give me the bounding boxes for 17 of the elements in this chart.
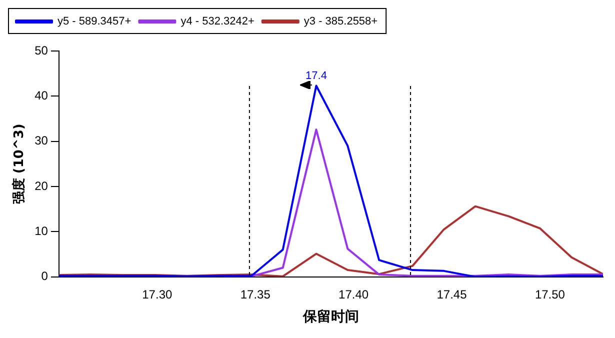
x-tick-label: 17.40 <box>338 287 369 302</box>
y-tick-label: 30 <box>34 134 48 148</box>
y-tick-label: 40 <box>34 88 48 102</box>
x-tick-label: 17.50 <box>534 287 566 302</box>
y-tick-label: 20 <box>34 178 48 193</box>
x-tick-label: 17.30 <box>142 287 172 302</box>
y-axis-title: 强度 (10^3) <box>11 124 28 204</box>
y-tick-label: 0 <box>41 269 48 284</box>
legend-label: y4 - 532.3242+ <box>180 16 254 28</box>
x-tick-label: 17.45 <box>436 287 468 302</box>
legend-label: y5 - 589.3457+ <box>58 16 132 28</box>
y-tick-label: 10 <box>34 224 48 238</box>
legend-label: y3 - 385.2558+ <box>304 16 378 28</box>
y-tick-label: 50 <box>34 43 48 58</box>
x-tick-label: 17.35 <box>240 287 271 302</box>
annotation: 17.4 <box>306 70 327 82</box>
x-axis-title: 保留时间 <box>302 309 359 326</box>
